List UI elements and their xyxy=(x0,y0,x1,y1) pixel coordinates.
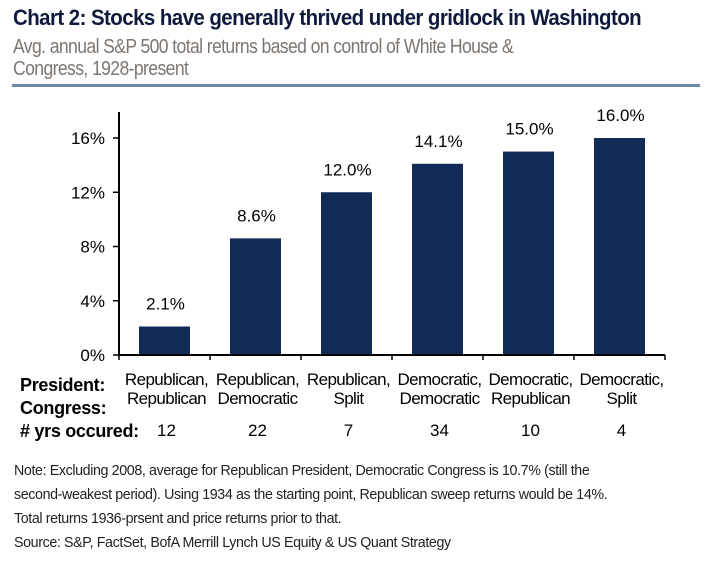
years-row-label: # yrs occured: xyxy=(20,421,139,441)
y-tick-label: 4% xyxy=(80,292,105,311)
y-tick-label: 0% xyxy=(80,346,105,365)
data-label: 8.6% xyxy=(237,206,276,225)
category-congress: Republican xyxy=(490,389,571,408)
category-president: Democratic, xyxy=(397,370,482,389)
category-president: Democratic, xyxy=(579,370,664,389)
category-label: Democratic, Split xyxy=(572,370,672,408)
bar xyxy=(230,238,281,355)
category-president: Republican, xyxy=(124,370,209,389)
y-tick-label: 16% xyxy=(71,129,105,148)
years-occurred-value: 12 xyxy=(157,421,176,440)
president-row-label: President: xyxy=(20,375,106,395)
note-line-1: Note: Excluding 2008, average for Republ… xyxy=(14,462,590,479)
y-tick-label: 12% xyxy=(71,183,105,202)
chart-subtitle: Avg. annual S&P 500 total returns based … xyxy=(13,36,647,80)
category-president: Republican, xyxy=(215,370,300,389)
subtitle-line-2: Congress, 1928-present xyxy=(13,58,189,80)
y-tick-label: 8% xyxy=(80,238,105,257)
congress-row-label: Congress: xyxy=(20,398,107,418)
years-occurred-value: 34 xyxy=(430,421,449,440)
data-label: 16.0% xyxy=(596,106,644,125)
category-congress: Republican xyxy=(126,389,207,408)
bars xyxy=(139,138,645,355)
subtitle-line-1: Avg. annual S&P 500 total returns based … xyxy=(13,36,514,58)
note-line-2: second-weakest period). Using 1934 as th… xyxy=(14,486,608,503)
chart-title: Chart 2: Stocks have generally thrived u… xyxy=(13,5,642,30)
bar-chart: 0% 4% 8% 12% 16% 2.1% 8.6% 12.0% 14.1% 15.0% 16.0… xyxy=(71,106,666,365)
note-line-3: Total returns 1936-prsent and price retu… xyxy=(14,510,342,527)
bar xyxy=(139,326,190,355)
data-label: 14.1% xyxy=(414,132,462,151)
category-label: Democratic, Democratic xyxy=(390,370,490,408)
category-president: Republican, xyxy=(306,370,391,389)
category-label: Republican, Republican xyxy=(117,370,217,408)
years-occurred-value: 10 xyxy=(521,421,540,440)
header-divider xyxy=(12,84,700,87)
years-occurred-value: 4 xyxy=(616,421,627,440)
data-label: 15.0% xyxy=(505,120,553,139)
chart-notes: Note: Excluding 2008, average for Republ… xyxy=(14,459,679,555)
data-label: 2.1% xyxy=(146,295,185,314)
x-axis-ticks xyxy=(118,355,666,360)
category-congress: Split xyxy=(333,389,364,408)
bar xyxy=(503,151,554,355)
data-labels: 2.1% 8.6% 12.0% 14.1% 15.0% 16.0% xyxy=(146,106,644,314)
category-congress: Democratic xyxy=(217,389,299,408)
category-president: Democratic, xyxy=(488,370,573,389)
y-axis-ticks: 0% 4% 8% 12% 16% xyxy=(71,129,119,365)
category-label: Republican, Split xyxy=(299,370,399,408)
category-label: Republican, Democratic xyxy=(208,370,308,408)
years-occurred-value: 7 xyxy=(343,421,354,440)
category-congress: Democratic xyxy=(399,389,481,408)
years-occurred-value: 22 xyxy=(248,421,267,440)
bar xyxy=(321,192,372,355)
category-label: Democratic, Republican xyxy=(481,370,581,408)
data-label: 12.0% xyxy=(323,160,371,179)
source-line: Source: S&P, FactSet, BofA Merrill Lynch… xyxy=(14,534,451,551)
bar xyxy=(594,138,645,355)
category-congress: Split xyxy=(606,389,637,408)
bar xyxy=(412,163,463,355)
